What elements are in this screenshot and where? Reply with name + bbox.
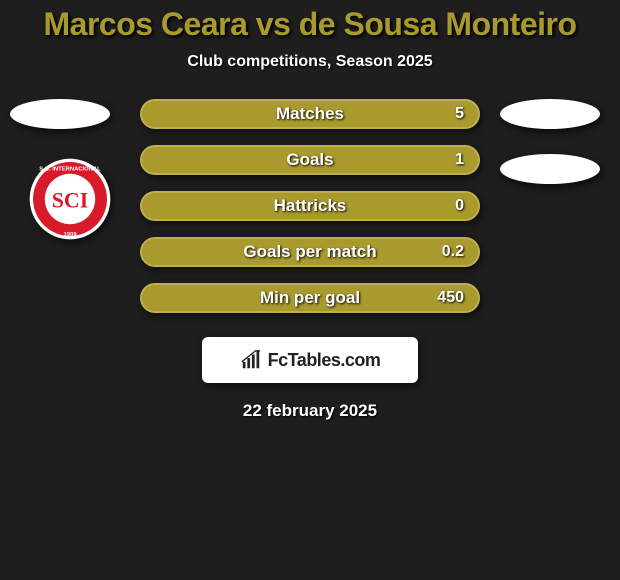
svg-text:S.C. INTERNACIONAL: S.C. INTERNACIONAL — [39, 166, 101, 172]
date-label: 22 february 2025 — [0, 401, 620, 421]
stat-value: 0.2 — [442, 243, 464, 261]
fctables-logo[interactable]: FcTables.com — [202, 337, 418, 383]
right-player-placeholder — [500, 99, 600, 129]
stat-value: 450 — [437, 289, 464, 307]
bar-chart-icon — [240, 349, 262, 371]
stat-value: 1 — [455, 151, 464, 169]
stat-bar: Goals 1 — [140, 145, 480, 175]
stat-label: Matches — [276, 104, 344, 124]
stat-bar: Matches 5 — [140, 99, 480, 129]
subtitle: Club competitions, Season 2025 — [0, 53, 620, 71]
svg-text:SCI: SCI — [52, 188, 88, 212]
stat-value: 0 — [455, 197, 464, 215]
stat-label: Goals — [286, 150, 333, 170]
club-crest: SCI S.C. INTERNACIONAL 1909 — [20, 154, 120, 244]
svg-text:1909: 1909 — [63, 232, 77, 238]
stats-area: SCI S.C. INTERNACIONAL 1909 Matches 5 Goal… — [0, 99, 620, 313]
comparison-card: Marcos Ceara vs de Sousa Monteiro Club c… — [0, 0, 620, 580]
stat-label: Goals per match — [243, 242, 376, 262]
stat-bars: Matches 5 Goals 1 Hattricks 0 Goals per match 0… — [140, 99, 480, 313]
fctables-label: FcTables.com — [268, 350, 381, 371]
page-title: Marcos Ceara vs de Sousa Monteiro — [0, 0, 620, 43]
stat-value: 5 — [455, 105, 464, 123]
stat-label: Min per goal — [260, 288, 360, 308]
stat-label: Hattricks — [274, 196, 347, 216]
internacional-crest-icon: SCI S.C. INTERNACIONAL 1909 — [28, 157, 112, 241]
stat-bar: Goals per match 0.2 — [140, 237, 480, 267]
left-player-placeholder — [10, 99, 110, 129]
right-club-placeholder — [500, 154, 600, 184]
stat-bar: Hattricks 0 — [140, 191, 480, 221]
stat-bar: Min per goal 450 — [140, 283, 480, 313]
